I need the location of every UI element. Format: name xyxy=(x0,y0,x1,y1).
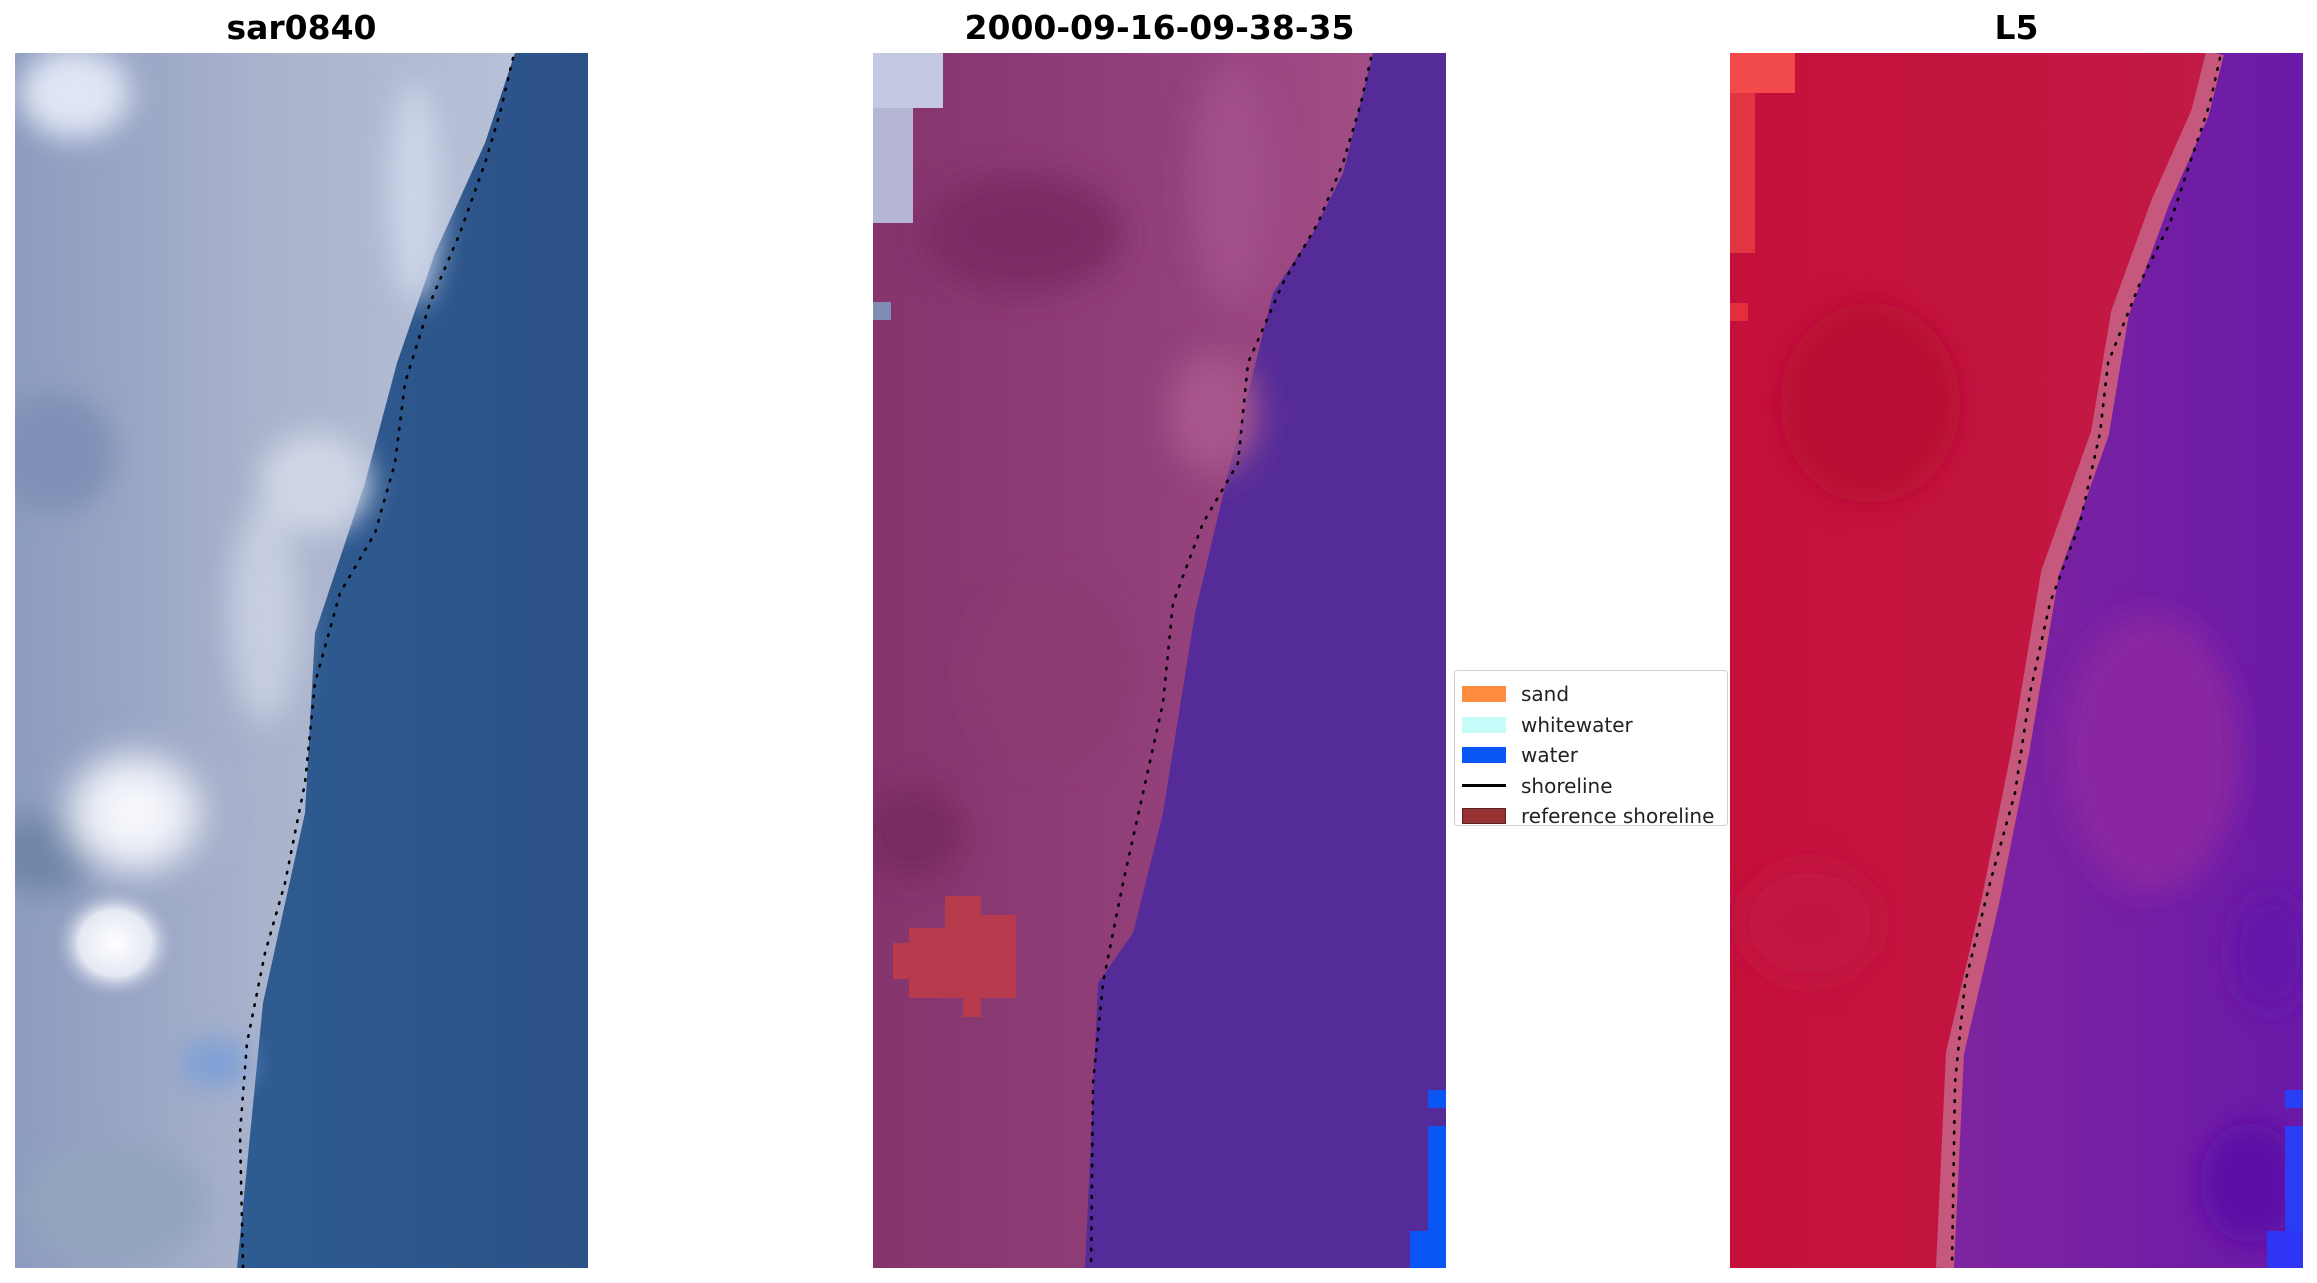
legend: sand whitewater water shoreline referenc… xyxy=(1454,670,1728,828)
panel-title: L5 xyxy=(1994,8,2039,47)
panel-rgb: sar0840 xyxy=(15,0,588,1283)
legend-item-reference-shoreline: reference shoreline xyxy=(1462,801,1727,832)
rgb-satellite-image xyxy=(15,53,588,1268)
legend-item-whitewater: whitewater xyxy=(1462,710,1727,741)
panel-title: sar0840 xyxy=(226,8,377,47)
legend-item-water: water xyxy=(1462,740,1727,771)
shoreline-line-swatch xyxy=(1462,784,1506,788)
panel-title: 2000-09-16-09-38-35 xyxy=(964,8,1355,47)
whitewater-swatch xyxy=(1462,716,1506,733)
legend-label: sand xyxy=(1521,682,1570,707)
panel-classification: 2000-09-16-09-38-35 xyxy=(873,0,1446,1283)
reference-shoreline-swatch xyxy=(1462,808,1506,825)
legend-label: water xyxy=(1521,743,1578,768)
legend-label: whitewater xyxy=(1521,712,1633,737)
legend-item-shoreline: shoreline xyxy=(1462,771,1727,802)
legend-item-sand: sand xyxy=(1462,679,1727,710)
legend-label: shoreline xyxy=(1521,773,1613,798)
legend-label: reference shoreline xyxy=(1521,804,1715,829)
classification-image xyxy=(873,53,1446,1268)
index-image xyxy=(1730,53,2303,1268)
panel-index: L5 xyxy=(1730,0,2303,1283)
water-swatch xyxy=(1462,747,1506,764)
sand-swatch xyxy=(1462,686,1506,703)
